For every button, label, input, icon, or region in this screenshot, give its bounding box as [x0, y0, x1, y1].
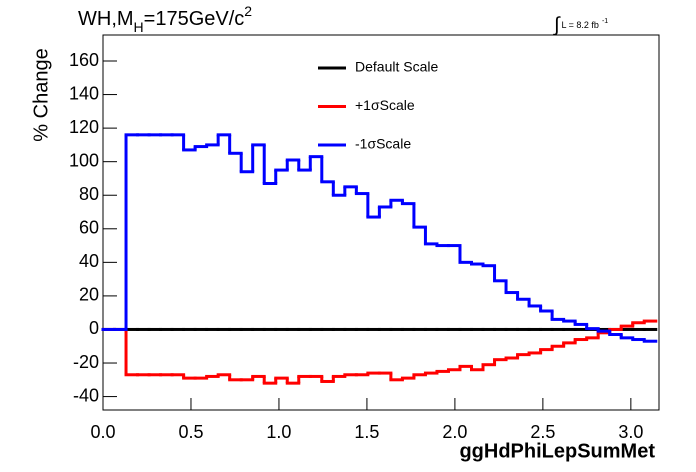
lumi-superscript: -1 [602, 18, 608, 25]
x-tick-label: 1.5 [354, 422, 379, 442]
x-tick-label: 2.5 [530, 422, 555, 442]
lumi-integral: ∫ [553, 14, 561, 36]
x-tick-label: 0.0 [90, 422, 115, 442]
y-tick-label: 140 [69, 83, 99, 103]
x-tick-label: 0.5 [178, 422, 203, 442]
y-tick-label: 80 [79, 184, 99, 204]
y-tick-label: 160 [69, 50, 99, 70]
title-rest: =175GeV/c [144, 8, 245, 30]
title-subscript: H [134, 19, 144, 35]
y-tick-label: 0 [89, 318, 99, 338]
y-tick-label: 100 [69, 150, 99, 170]
legend-label: +1σScale [355, 97, 415, 113]
x-tick-label: 3.0 [618, 422, 643, 442]
lumi: ∫ L = 8.2 fb -1 [553, 14, 608, 36]
x-tick-label: 2.0 [442, 422, 467, 442]
lumi-text: L = 8.2 fb [561, 20, 598, 30]
chart-title: WH,MH=175GeV/c2 [78, 3, 252, 35]
plot-frame [102, 34, 660, 411]
legend-label: Default Scale [355, 59, 438, 75]
y-tick-label: 120 [69, 117, 99, 137]
y-tick-label: -20 [73, 352, 99, 372]
legend-label: -1σScale [355, 136, 411, 152]
y-tick-label: 40 [79, 251, 99, 271]
y-tick-label: 60 [79, 218, 99, 238]
title-superscript: 2 [244, 3, 252, 19]
y-tick-label: -40 [73, 385, 99, 405]
title-main: WH,M [78, 8, 134, 30]
x-tick-label: 1.0 [266, 422, 291, 442]
y-tick-label: 20 [79, 285, 99, 305]
y-axis-label: % Change [30, 48, 52, 141]
x-axis-label: ggHdPhiLepSumMet [459, 440, 655, 462]
